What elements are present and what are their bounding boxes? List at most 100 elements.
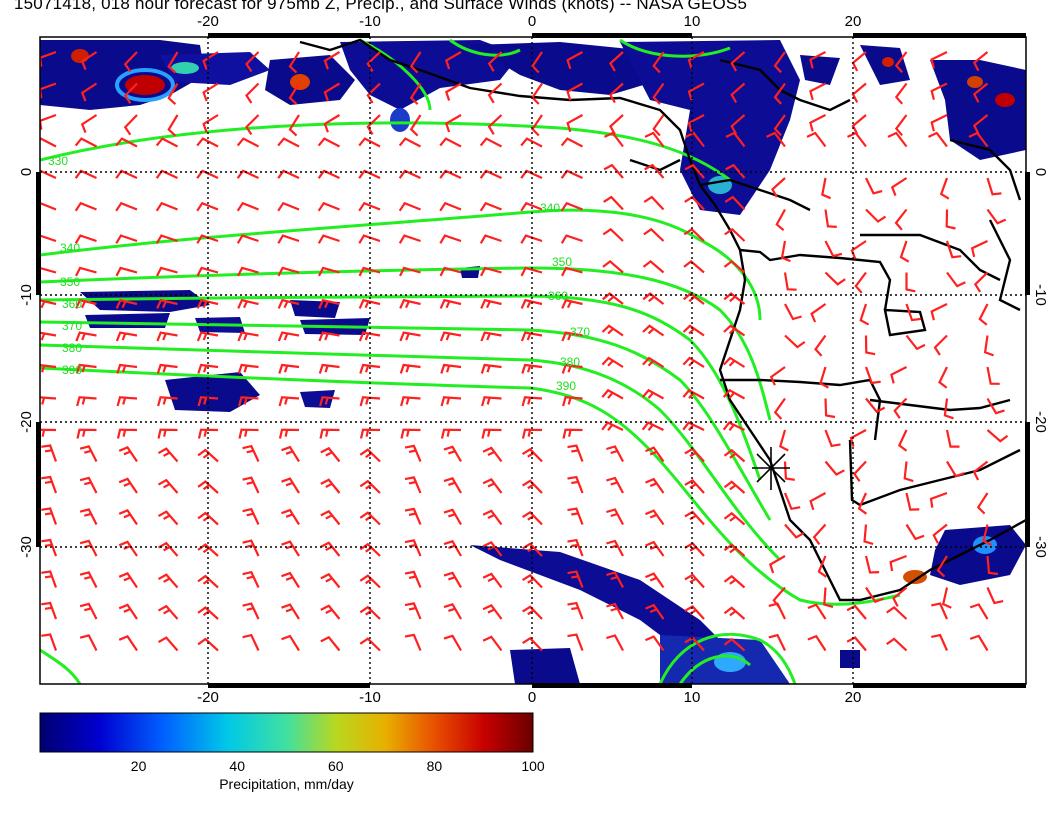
- wind-barb: [238, 428, 259, 439]
- wind-barb: [560, 169, 583, 180]
- wind-barb: [723, 356, 746, 368]
- wind-barb: [722, 388, 746, 400]
- wind-barb: [562, 396, 583, 407]
- wind-barb: [773, 82, 786, 105]
- wind-barb: [197, 606, 219, 620]
- wind-barb: [928, 131, 948, 148]
- wind-barb: [320, 604, 341, 620]
- wind-barb: [281, 477, 300, 494]
- wind-barb: [730, 114, 746, 135]
- wind-barb: [123, 114, 138, 136]
- wind-barb: [723, 292, 746, 305]
- wind-barb: [723, 480, 746, 494]
- wind-barb: [566, 82, 584, 101]
- wind-barb: [242, 570, 260, 588]
- wind-barb: [115, 298, 138, 309]
- wind-barb: [155, 137, 179, 148]
- map-title: 15071418, 018 hour forecast for 975mb Z,…: [14, 0, 748, 13]
- wind-barb: [783, 272, 797, 291]
- wind-barb: [41, 538, 58, 557]
- wind-barb: [603, 195, 624, 211]
- wind-barb: [196, 266, 219, 277]
- wind-barb: [608, 82, 624, 104]
- wind-barb: [288, 114, 300, 137]
- wind-barb: [443, 602, 462, 620]
- colorbar-gradient: [39, 712, 534, 753]
- wind-barb: [479, 137, 503, 148]
- wind-barbs: [40, 50, 1009, 652]
- wind-barb: [281, 445, 300, 463]
- wind-barb: [560, 201, 583, 212]
- wind-barb: [80, 114, 98, 134]
- wind-barb: [167, 82, 179, 106]
- wind-barb: [118, 477, 138, 494]
- wind-barb: [812, 523, 827, 546]
- wind-barb: [645, 446, 665, 463]
- contour-label: 350: [60, 275, 80, 289]
- wind-barb: [567, 538, 584, 557]
- wind-barb: [905, 492, 920, 511]
- contour-label: 390: [556, 379, 576, 393]
- wind-barb: [864, 555, 880, 574]
- wind-barb: [482, 509, 503, 526]
- colorbar-tick-label: 40: [229, 758, 245, 774]
- wind-barb: [851, 114, 867, 135]
- latitude-labels-left: 0 -10 -20 -30: [18, 168, 35, 558]
- wind-barb: [115, 169, 138, 180]
- wind-barb: [76, 396, 97, 407]
- wind-barb: [40, 396, 57, 405]
- wind-barb: [936, 555, 948, 578]
- wind-barb: [932, 523, 948, 544]
- wind-barb: [608, 51, 624, 72]
- wind-barb: [606, 508, 624, 526]
- wind-barb: [768, 602, 786, 620]
- wind-barb: [784, 303, 802, 321]
- wind-barb: [358, 298, 381, 309]
- wind-barb: [359, 479, 381, 494]
- asterisk-star-icon: [752, 447, 790, 490]
- wind-barb: [75, 363, 97, 374]
- map-frame: [36, 33, 1030, 688]
- wind-barb: [443, 571, 462, 589]
- colorbar-tick-label: 60: [328, 758, 344, 774]
- wind-barb: [894, 114, 908, 137]
- wind-barb: [603, 163, 624, 179]
- wind-barb: [859, 303, 870, 326]
- wind-barb: [851, 82, 867, 103]
- wind-barb: [943, 398, 954, 420]
- wind-barb: [41, 475, 58, 494]
- wind-barb: [444, 82, 462, 101]
- contour-label: 340: [60, 241, 80, 255]
- wind-barb: [683, 259, 705, 274]
- wind-barb: [723, 259, 746, 274]
- wind-barb: [482, 572, 503, 589]
- wind-barb: [358, 234, 381, 244]
- lat-tick-label: 0: [18, 168, 35, 176]
- wind-barb: [520, 137, 543, 148]
- wind-barb: [40, 113, 57, 130]
- wind-barb: [685, 131, 705, 148]
- wind-barb: [602, 259, 624, 274]
- wind-barb: [439, 169, 462, 180]
- wind-barb: [320, 478, 341, 494]
- wind-barb: [522, 510, 543, 526]
- wind-barb: [608, 114, 624, 135]
- wind-barb: [561, 266, 583, 277]
- wind-barb: [864, 335, 876, 356]
- wind-barb: [978, 303, 989, 326]
- wind-barb: [277, 137, 300, 148]
- contour-label: 380: [62, 341, 82, 355]
- wind-barb: [118, 540, 138, 557]
- wind-barb: [320, 572, 341, 589]
- wind-barb: [890, 366, 907, 384]
- contour-label: 370: [62, 319, 82, 333]
- wind-barb: [439, 234, 462, 244]
- colorbar: 20 40 60 80 100: [39, 712, 545, 774]
- wind-barb: [439, 137, 462, 148]
- wind-barb: [725, 131, 746, 148]
- wind-barb: [601, 388, 624, 400]
- wind-barb: [443, 634, 462, 652]
- wind-barb: [288, 82, 300, 105]
- wind-barb: [847, 131, 867, 148]
